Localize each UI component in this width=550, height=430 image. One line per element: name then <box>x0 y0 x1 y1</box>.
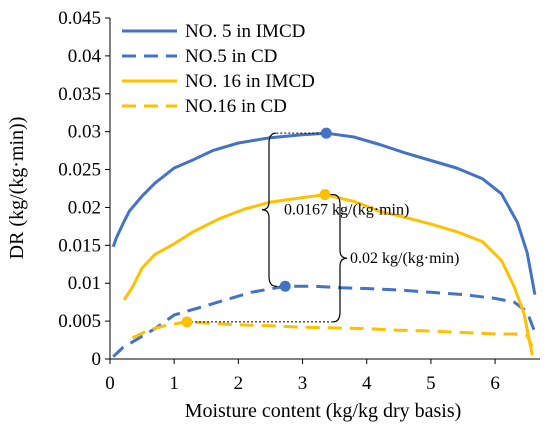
y-tick-label: 0.035 <box>58 84 101 105</box>
legend: NO. 5 in IMCD NO.5 in CD NO. 16 in IMCD NO.… <box>122 21 315 117</box>
bracket-brace <box>261 132 277 287</box>
bracket-brace <box>325 193 348 323</box>
y-tick-label: 0 <box>92 349 102 370</box>
legend-item-1: NO. 5 in IMCD <box>122 21 305 42</box>
y-tick-label: 0.045 <box>58 8 101 29</box>
series-line-4 <box>131 320 537 354</box>
peak-marker-2 <box>279 280 291 292</box>
y-tick-label: 0.02 <box>68 197 101 218</box>
x-tick-label: 3 <box>298 373 308 394</box>
legend-item-4: NO.16 in CD <box>122 96 287 117</box>
bracket-label: 0.02 kg/(kg·min) <box>350 250 459 267</box>
annotations: 0.0167 kg/(kg·min) 0.02 kg/(kg·min) <box>187 132 459 323</box>
y-tick-label: 0.04 <box>68 46 102 67</box>
peak-marker-1 <box>320 127 332 139</box>
x-tick-label: 5 <box>426 373 436 394</box>
legend-item-3: NO. 16 in IMCD <box>122 71 315 92</box>
legend-item-2: NO.5 in CD <box>122 46 277 67</box>
y-tick-label: 0.03 <box>68 122 101 143</box>
legend-label: NO. 16 in IMCD <box>185 71 315 92</box>
x-tick-label: 2 <box>234 373 244 394</box>
x-tick-label: 1 <box>169 373 179 394</box>
y-tick-label: 0.01 <box>68 273 101 294</box>
y-tick-label: 0.025 <box>58 160 101 181</box>
series-lines <box>111 131 537 358</box>
series-line-1 <box>111 131 537 295</box>
legend-label: NO. 5 in IMCD <box>185 21 305 42</box>
peak-marker-4 <box>181 316 193 328</box>
bracket-annotation-2: 0.02 kg/(kg·min) <box>187 193 459 323</box>
peak-marker-3 <box>319 189 331 201</box>
legend-label: NO.16 in CD <box>185 96 287 117</box>
y-tick-label: 0.015 <box>58 235 101 256</box>
series-markers <box>181 127 332 328</box>
x-axis-label: Moisture content (kg/kg dry basis) <box>185 400 462 422</box>
y-tick-label: 0.005 <box>58 311 101 332</box>
x-tick-label: 4 <box>362 373 372 394</box>
tick-labels: 0 0.005 0.01 0.015 0.02 0.025 0.03 0.035 0.04 0.0… <box>58 8 500 394</box>
x-tick-label: 6 <box>490 373 500 394</box>
bracket-label: 0.0167 kg/(kg·min) <box>284 202 409 219</box>
y-axis-label: DR (kg/(kg·min)) <box>6 117 28 260</box>
legend-label: NO.5 in CD <box>185 46 277 67</box>
x-tick-label: 0 <box>105 373 115 394</box>
axes <box>105 17 540 364</box>
